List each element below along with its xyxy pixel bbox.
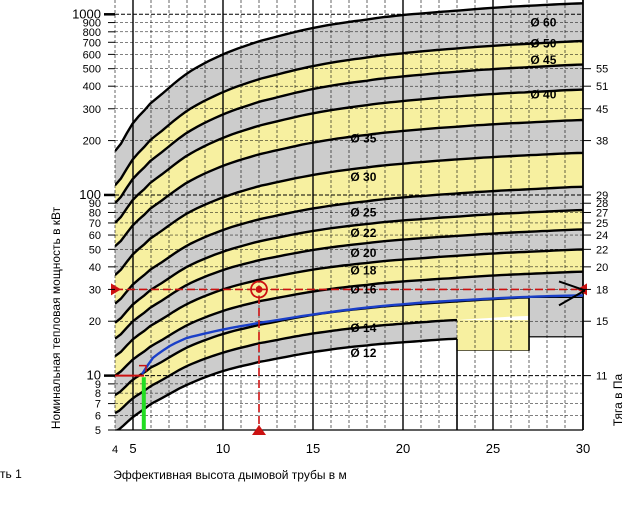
x-tick-label-30: 30	[576, 441, 590, 456]
y-tick-label-100: 100	[79, 187, 101, 202]
x-tick-label-15: 15	[306, 441, 320, 456]
band-label-5: Ø 20	[350, 246, 376, 260]
band-13	[115, 3, 583, 186]
red-arrow-left	[111, 283, 121, 296]
y2-tick-label-29: 29	[596, 190, 608, 202]
y2-tick-label-28: 28	[596, 198, 608, 210]
band-12	[115, 41, 583, 204]
y-tick-label-800: 800	[83, 27, 101, 39]
y-tick-label-40: 40	[89, 262, 101, 274]
y-tick-label-5: 5	[95, 425, 101, 437]
red-target-ring	[250, 280, 268, 299]
x-axis-title: Эффективная высота дымовой трубы в м	[113, 468, 347, 482]
band-upper-curve-3	[115, 270, 583, 377]
y-tick-label-50: 50	[89, 244, 101, 256]
x-tick-label-4: 4	[112, 444, 118, 456]
right-axis-title: Тяга в Па	[611, 374, 625, 427]
y2-tick-label-45: 45	[596, 104, 608, 116]
end-pointer	[558, 280, 586, 307]
band-label-3: Ø 16	[350, 282, 376, 296]
y2-tick-label-18: 18	[596, 284, 608, 296]
y2-tick-label-55: 55	[596, 64, 608, 76]
y-tick-label-90: 90	[89, 198, 101, 210]
x-axis-ticks: 4 5 10 15 20 25 30	[112, 441, 590, 456]
y-tick-label-600: 600	[83, 49, 101, 61]
y-tick-label-400: 400	[83, 81, 101, 93]
band-label-2: Ø 14	[350, 321, 376, 335]
y-tick-label-9: 9	[95, 379, 101, 391]
x-tick-label-25: 25	[486, 441, 500, 456]
band-upper-curve-6	[115, 208, 583, 324]
band-labels: Ø 12 Ø 14 Ø 16 Ø 18 Ø 20 Ø 22 Ø 25 Ø 30 Ø 35 Ø 40…	[350, 16, 556, 361]
red-target-dot	[255, 285, 263, 293]
band-label-11: Ø 45	[530, 53, 556, 67]
x-tick-label-5: 5	[129, 441, 136, 456]
y-tick-label-6: 6	[95, 411, 101, 423]
y-tick-label-1000: 1000	[72, 6, 101, 21]
y-axis-title: Номинальная тепловая мощность в кВт	[49, 206, 63, 429]
y-tick-label-8: 8	[95, 388, 101, 400]
band-upper-curve-11	[115, 63, 583, 205]
y-tick-label-900: 900	[83, 18, 101, 30]
band-2	[115, 297, 529, 414]
step-b	[528, 296, 583, 338]
red-short-bracket	[139, 364, 147, 372]
operating-curve	[140, 294, 584, 375]
band-upper-curve-10	[115, 88, 583, 224]
selection-overlay	[111, 280, 587, 435]
y2-tick-label-27: 27	[596, 207, 608, 219]
y2-tick-label-11: 11	[596, 371, 607, 383]
band-7	[115, 186, 583, 323]
band-upper-curve-13	[115, 2, 583, 152]
y2-tick-label-15: 15	[596, 316, 608, 328]
y-tick-label-70: 70	[89, 218, 101, 230]
band-label-1: Ø 12	[350, 346, 376, 360]
y2-tick-label-25: 25	[596, 218, 608, 230]
y-tick-label-80: 80	[89, 207, 101, 219]
band-label-6: Ø 22	[350, 226, 376, 240]
band-upper-curve-12	[115, 39, 583, 187]
caption: ть 1	[0, 467, 22, 481]
band-8	[115, 152, 583, 304]
y-tick-label-20: 20	[89, 316, 101, 328]
x-tick-label-20: 20	[396, 441, 410, 456]
y-tick-label-200: 200	[83, 136, 101, 148]
band-label-8: Ø 30	[350, 170, 376, 184]
y-tick-label-500: 500	[83, 64, 101, 76]
y-tick-label-60: 60	[89, 230, 101, 242]
band-5	[115, 229, 583, 357]
band-upper-curve-4	[115, 248, 583, 358]
band-label-7: Ø 25	[350, 205, 376, 219]
band-1	[115, 320, 457, 430]
y-tick-label-7: 7	[95, 399, 101, 411]
y2-tick-label-22: 22	[596, 244, 608, 256]
band-label-12: Ø 50	[530, 36, 556, 50]
y-tick-label-300: 300	[83, 104, 101, 116]
y-tick-label-10: 10	[87, 368, 101, 383]
red-arrow-bottom	[252, 425, 266, 435]
band-label-13: Ø 60	[530, 16, 556, 30]
band-upper-curve-1	[115, 318, 458, 415]
y2-tick-label-51: 51	[596, 81, 608, 93]
y-tick-label-30: 30	[89, 284, 101, 296]
band-4	[115, 249, 583, 376]
band-upper-curve-5	[115, 228, 583, 340]
band-upper-curve-7	[115, 185, 583, 305]
y-tick-label-700: 700	[83, 37, 101, 49]
band-upper-curve-8	[115, 151, 583, 276]
band-lower-curve-1	[115, 337, 458, 430]
y2-tick-label-24: 24	[596, 230, 608, 242]
band-label-10: Ø 40	[530, 87, 556, 101]
y2-tick-label-20: 20	[596, 262, 608, 274]
y2-tick-label-38: 38	[596, 136, 608, 148]
band-boundary-curves	[115, 2, 583, 430]
band-upper-curve-9	[115, 118, 583, 248]
band-label-9: Ø 35	[350, 131, 376, 145]
x-tick-label-10: 10	[216, 441, 230, 456]
band-label-4: Ø 18	[350, 263, 376, 277]
